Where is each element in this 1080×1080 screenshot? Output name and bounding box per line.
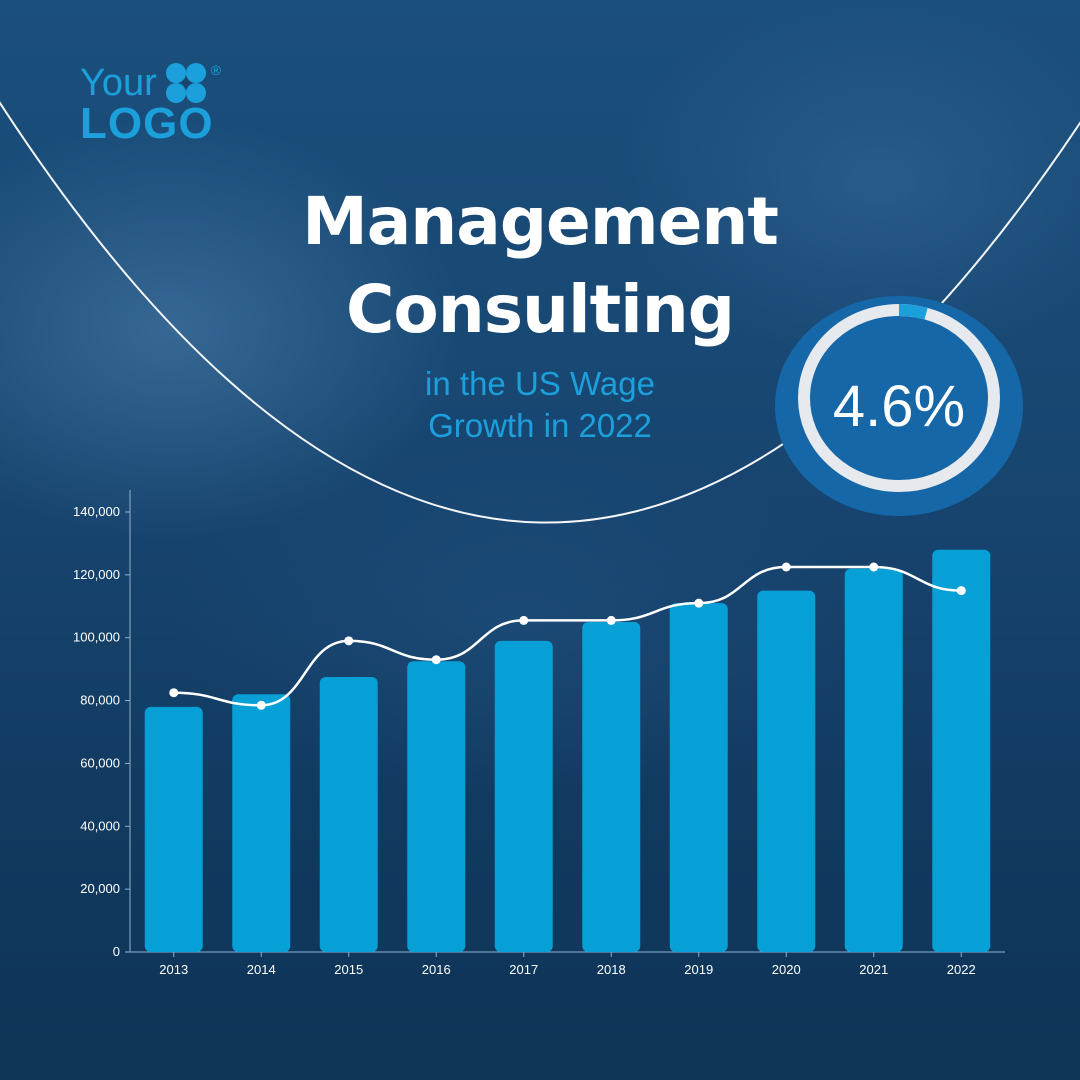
x-tick-label: 2021 <box>859 962 888 977</box>
logo-word-logo: LOGO <box>80 99 214 148</box>
y-tick-label: 100,000 <box>73 630 120 645</box>
growth-badge: 4.6% <box>774 295 1024 517</box>
x-tick-label: 2016 <box>422 962 451 977</box>
bar-2014 <box>232 694 291 952</box>
y-tick-label: 80,000 <box>80 693 120 708</box>
trend-point-2013 <box>169 688 179 698</box>
trend-point-2018 <box>606 615 616 625</box>
subtitle-line1: in the US Wage <box>425 365 655 402</box>
y-tick-label: 0 <box>113 944 120 959</box>
trend-point-2014 <box>256 700 266 710</box>
y-tick-label: 60,000 <box>80 755 120 770</box>
bar-2020 <box>757 590 816 952</box>
x-tick-label: 2018 <box>597 962 626 977</box>
x-tick-label: 2015 <box>334 962 363 977</box>
trend-point-2022 <box>956 586 966 596</box>
bar-2021 <box>844 568 903 952</box>
bar-2015 <box>319 677 378 952</box>
brand-logo: Your ® LOGO <box>80 62 222 148</box>
x-tick-label: 2013 <box>159 962 188 977</box>
x-tick-label: 2022 <box>947 962 976 977</box>
y-tick-label: 20,000 <box>80 881 120 896</box>
bar-2022 <box>932 549 991 952</box>
growth-ring <box>775 296 1023 516</box>
x-tick-label: 2019 <box>684 962 713 977</box>
bar-2017 <box>494 640 553 952</box>
page-title-line2: Consulting <box>345 271 735 348</box>
trend-point-2019 <box>694 598 704 608</box>
registered-mark: ® <box>210 62 222 78</box>
growth-value: 4.6% <box>832 373 966 439</box>
y-tick-label: 40,000 <box>80 818 120 833</box>
logo-mark-icon <box>165 63 206 103</box>
growth-ring-progress <box>898 304 928 320</box>
bar-2019 <box>669 603 728 952</box>
page-title-line1: Management <box>302 183 779 260</box>
x-tick-label: 2017 <box>509 962 538 977</box>
logo-word-your: Your <box>80 62 157 104</box>
y-tick-label: 140,000 <box>73 504 120 519</box>
bar-2013 <box>144 706 203 952</box>
trend-point-2021 <box>869 562 879 572</box>
trend-point-2020 <box>781 562 791 572</box>
x-tick-label: 2020 <box>772 962 801 977</box>
bar-2016 <box>407 661 466 952</box>
bar-2018 <box>582 622 641 952</box>
x-tick-label: 2014 <box>247 962 276 977</box>
trend-point-2016 <box>431 655 441 665</box>
trend-point-2015 <box>344 636 354 646</box>
subtitle-line2: Growth in 2022 <box>428 407 652 444</box>
trend-line <box>173 565 962 707</box>
y-tick-label: 120,000 <box>73 567 120 582</box>
trend-point-2017 <box>519 615 529 625</box>
